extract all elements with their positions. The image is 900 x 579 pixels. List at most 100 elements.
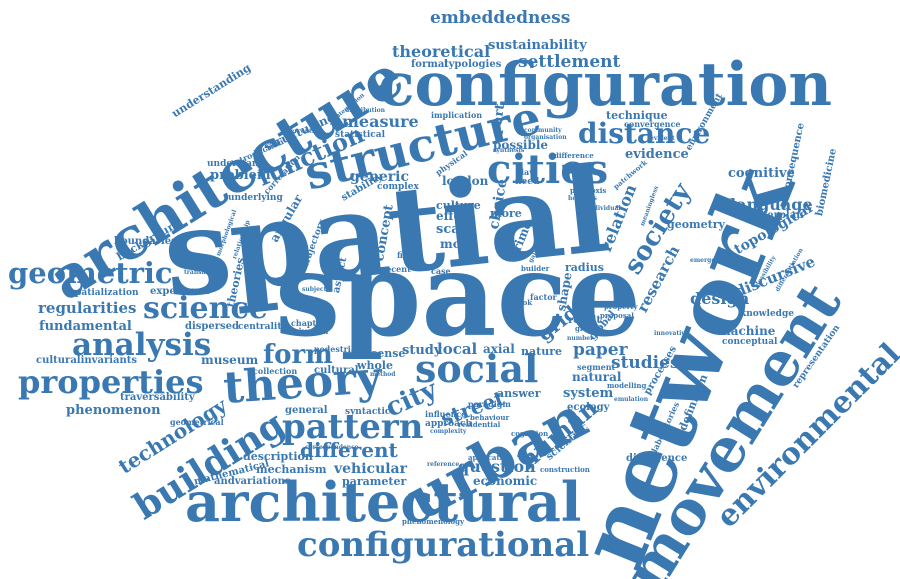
word-method: method bbox=[370, 371, 396, 378]
word-individual: individual bbox=[587, 205, 621, 212]
word-variations: andvariations bbox=[214, 476, 291, 487]
word-mechanism: mechanism bbox=[256, 463, 327, 476]
word-experience: experience bbox=[150, 286, 211, 297]
word-system: system bbox=[563, 386, 614, 401]
word-cultural-invariants: culturalinvariants bbox=[36, 355, 138, 366]
word-phenomenology: phenomenology bbox=[402, 517, 465, 526]
word-different: different bbox=[300, 438, 398, 462]
word-geometrical: geometrical bbox=[170, 417, 224, 427]
word-fundamental: fundamental bbox=[39, 319, 132, 334]
word-study: study bbox=[402, 343, 442, 358]
word-factor: factor bbox=[530, 292, 557, 302]
word-parameter: parameter bbox=[342, 475, 407, 488]
word-generic: generic bbox=[350, 169, 410, 185]
word-geometry: geometry bbox=[667, 218, 725, 231]
word-divergence: divergence bbox=[626, 453, 688, 464]
word-understand: understand bbox=[207, 159, 265, 169]
word-most: most bbox=[440, 237, 473, 251]
word-subject: subject bbox=[302, 286, 327, 293]
word-need: need bbox=[515, 177, 540, 187]
word-correspondence: correspondence bbox=[305, 444, 359, 451]
word-part: part bbox=[489, 102, 509, 135]
word-question: question bbox=[458, 457, 536, 476]
word-theoretical: theoretical bbox=[392, 42, 491, 61]
word-natural: natural bbox=[572, 370, 622, 384]
word-biomedicine: biomedicine bbox=[814, 147, 840, 218]
word-cognition: cognition bbox=[511, 429, 549, 438]
word-ecology: ecology bbox=[567, 402, 610, 413]
word-complexity: complexity bbox=[430, 428, 467, 435]
word-london: london bbox=[442, 174, 489, 188]
word-influence: influence bbox=[425, 409, 467, 419]
word-economic: economic bbox=[473, 474, 538, 488]
word-whole: whole bbox=[357, 359, 393, 372]
word-pedestrian: pedestrian bbox=[314, 344, 362, 354]
word-number: number bbox=[567, 335, 594, 342]
word-typologies: typologies bbox=[444, 59, 502, 70]
word-culture: culture bbox=[436, 199, 481, 212]
word-masterplan: masterplan bbox=[740, 210, 804, 221]
word-knowledge: knowledge bbox=[740, 309, 794, 319]
word-residential: residential bbox=[458, 420, 501, 429]
word-emergence: emergence bbox=[690, 257, 727, 264]
word-cognitive: cognitive bbox=[728, 166, 795, 181]
word-hotspots: hotspots bbox=[568, 195, 597, 202]
word-property: property bbox=[604, 302, 638, 311]
word-intervention: intervention bbox=[281, 128, 323, 135]
word-spatialization: spatialization bbox=[70, 288, 139, 298]
word-embeddedness: embeddedness bbox=[430, 8, 571, 28]
word-group: group bbox=[575, 324, 599, 333]
word-paratoxis: paratoxis bbox=[570, 186, 607, 195]
word-complex: complex bbox=[377, 182, 419, 192]
word-book: book bbox=[513, 298, 533, 307]
word-understanding: understanding bbox=[169, 61, 254, 121]
word-vehicular: vehicular bbox=[334, 461, 408, 477]
word-collection: collection bbox=[253, 366, 298, 376]
word-segment: segment bbox=[577, 362, 616, 372]
word-result: result bbox=[568, 315, 601, 326]
word-recent: recent bbox=[382, 264, 411, 274]
word-technique: technique bbox=[606, 109, 668, 122]
word-axial: axial bbox=[483, 342, 515, 356]
word-problem: problem bbox=[210, 168, 271, 183]
word-possible: possible bbox=[493, 138, 549, 152]
word-synthesis: synthesis bbox=[493, 147, 525, 154]
word-difference: difference bbox=[554, 151, 594, 160]
word-conceptual: conceptual bbox=[722, 337, 778, 347]
word-law: law bbox=[521, 167, 537, 177]
word-space: space bbox=[275, 227, 642, 363]
word-formal: formal bbox=[411, 59, 449, 70]
word-reference: reference bbox=[427, 461, 460, 468]
word-implication: implication bbox=[431, 110, 483, 120]
word-evidence: evidence bbox=[625, 147, 689, 162]
word-construction: construction bbox=[540, 465, 590, 474]
word-dispersed: dispersed bbox=[185, 321, 240, 332]
word-configuration: configuration bbox=[378, 50, 833, 120]
word-emulation: emulation bbox=[614, 396, 649, 403]
word-regularities: regularities bbox=[38, 299, 137, 317]
word-application: application bbox=[468, 453, 513, 462]
word-field: field bbox=[397, 250, 417, 260]
word-community: community bbox=[524, 127, 562, 134]
word-properties: properties bbox=[18, 363, 204, 401]
word-configurational: configurational bbox=[297, 525, 590, 565]
word-builder: builder bbox=[521, 264, 550, 273]
word-chapter: chapter bbox=[291, 318, 326, 328]
word-modelling: modelling bbox=[607, 381, 647, 390]
word-distribution: distribution bbox=[345, 107, 386, 114]
word-organisation: organisation bbox=[524, 134, 567, 141]
word-form: form bbox=[263, 340, 333, 370]
word-pattern: pattern bbox=[282, 407, 424, 447]
word-underlying: underlying bbox=[228, 193, 283, 203]
word-evident: evident bbox=[650, 135, 675, 142]
word-more: more bbox=[490, 207, 522, 220]
word-language: language bbox=[730, 195, 813, 214]
word-radius: radius bbox=[565, 261, 604, 274]
word-cities: cities bbox=[487, 146, 609, 193]
word-proposal: proposal bbox=[600, 311, 634, 320]
word-cultural: cultural bbox=[314, 365, 359, 376]
word-design: design bbox=[690, 289, 750, 308]
word-transmission: transmission bbox=[184, 269, 228, 276]
word-traversability: traversability bbox=[120, 392, 195, 403]
word-sustainability: sustainability bbox=[488, 38, 587, 53]
